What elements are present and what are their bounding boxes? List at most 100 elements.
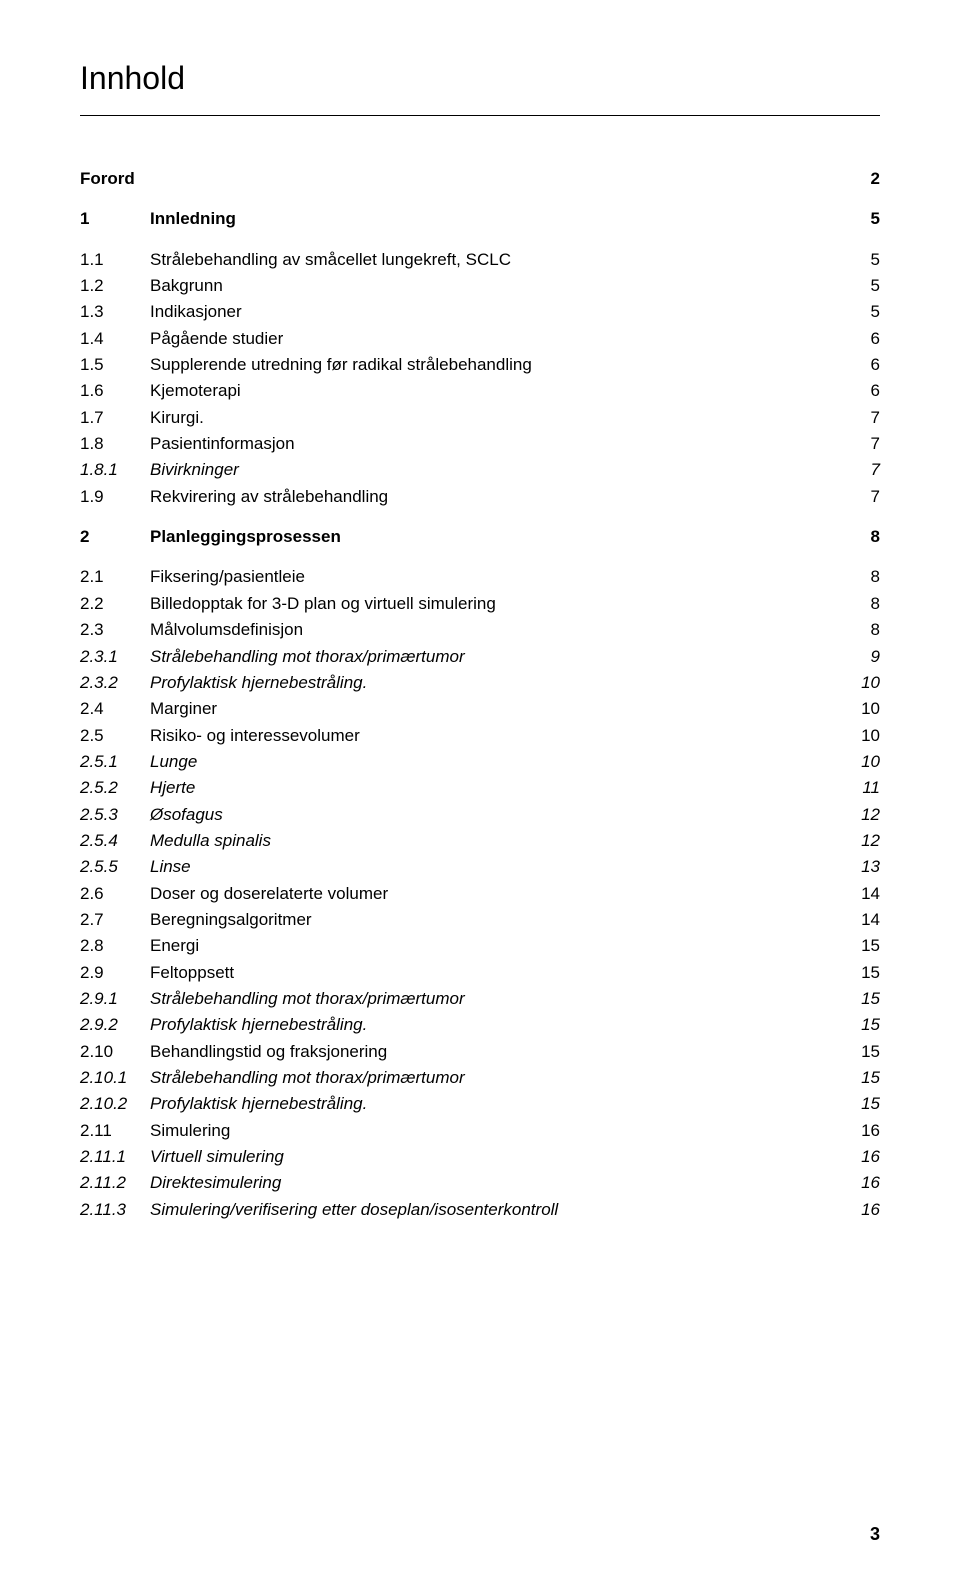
toc-number: 2.3 [80,617,150,643]
toc-row: 2.11Simulering16 [80,1118,880,1144]
toc-row: 2.1Fiksering/pasientleie8 [80,564,880,590]
toc-number: 2.5.3 [80,802,150,828]
toc-row: 2.3.1Strålebehandling mot thorax/primært… [80,644,880,670]
toc-page: 11 [840,775,880,801]
toc-number: 2.1 [80,564,150,590]
toc-row: 2.5.4Medulla spinalis12 [80,828,880,854]
toc-page: 6 [840,352,880,378]
toc-page: 7 [840,484,880,510]
toc-title: Øsofagus [150,802,840,828]
toc-title: Pasientinformasjon [150,431,840,457]
toc-page: 12 [840,802,880,828]
toc-title: Virtuell simulering [150,1144,840,1170]
title-rule [80,115,880,116]
toc-row: 1.9Rekvirering av strålebehandling7 [80,484,880,510]
toc-row: 1Innledning5 [80,206,880,232]
toc-page: 15 [840,933,880,959]
toc-page: 5 [840,206,880,232]
toc-page: 12 [840,828,880,854]
toc-number: 1.3 [80,299,150,325]
toc-number: 1.9 [80,484,150,510]
toc-number: 2.9.1 [80,986,150,1012]
toc-page: 16 [840,1197,880,1223]
toc-row: 2.10.2Profylaktisk hjernebestråling.15 [80,1091,880,1117]
toc-title: Direktesimulering [150,1170,840,1196]
table-of-contents: Forord2 1Innledning5 1.1Strålebehandling a… [80,166,880,1223]
toc-title: Energi [150,933,840,959]
toc-title: Hjerte [150,775,840,801]
toc-row: 2.5.2Hjerte11 [80,775,880,801]
toc-page: 8 [840,591,880,617]
toc-number: 2.5.2 [80,775,150,801]
toc-number: 1.5 [80,352,150,378]
toc-title: Supplerende utredning før radikal stråle… [150,352,840,378]
toc-title: Fiksering/pasientleie [150,564,840,590]
toc-number: 2.5 [80,723,150,749]
toc-page: 5 [840,247,880,273]
toc-row: 1.7Kirurgi.7 [80,405,880,431]
toc-title: Strålebehandling mot thorax/primærtumor [150,644,840,670]
toc-page: 10 [840,723,880,749]
toc-row: 2.5.3Øsofagus12 [80,802,880,828]
toc-row: 2.9Feltoppsett15 [80,960,880,986]
toc-number: 2.7 [80,907,150,933]
toc-number: 2.5.1 [80,749,150,775]
toc-row: 2.10Behandlingstid og fraksjonering15 [80,1039,880,1065]
toc-title: Medulla spinalis [150,828,840,854]
toc-page: 15 [840,1091,880,1117]
toc-number: 2.3.2 [80,670,150,696]
toc-row: 1.5Supplerende utredning før radikal str… [80,352,880,378]
toc-number: 2.10.2 [80,1091,150,1117]
toc-title: Bakgrunn [150,273,840,299]
toc-row: 2.6Doser og doserelaterte volumer14 [80,881,880,907]
toc-number: 1.8 [80,431,150,457]
toc-title: Linse [150,854,840,880]
toc-gap [80,550,880,564]
toc-row: 1.8Pasientinformasjon7 [80,431,880,457]
toc-page: 2 [840,166,880,192]
toc-row: Forord2 [80,166,880,192]
toc-page: 10 [840,696,880,722]
toc-page: 14 [840,881,880,907]
toc-page: 16 [840,1170,880,1196]
toc-number: 2.3.1 [80,644,150,670]
page-title: Innhold [80,60,880,97]
page-number: 3 [870,1524,880,1545]
toc-page: 5 [840,299,880,325]
toc-row: 2Planleggingsprosessen8 [80,524,880,550]
toc-number: 2.11.2 [80,1170,150,1196]
toc-row: 2.3Målvolumsdefinisjon8 [80,617,880,643]
toc-page: 15 [840,960,880,986]
toc-row: 2.7Beregningsalgoritmer14 [80,907,880,933]
toc-title: Målvolumsdefinisjon [150,617,840,643]
toc-number: 2.5.4 [80,828,150,854]
toc-title: Strålebehandling mot thorax/primærtumor [150,986,840,1012]
toc-title: Simulering [150,1118,840,1144]
toc-number: 2.11 [80,1118,150,1144]
toc-gap [80,233,880,247]
toc-page: 7 [840,431,880,457]
toc-row: 2.5Risiko- og interessevolumer10 [80,723,880,749]
toc-page: 6 [840,326,880,352]
toc-page: 15 [840,986,880,1012]
toc-number: 1 [80,206,150,232]
toc-row: 1.4Pågående studier6 [80,326,880,352]
toc-row: 1.1Strålebehandling av småcellet lungekr… [80,247,880,273]
toc-page: 7 [840,457,880,483]
toc-row: 1.8.1Bivirkninger7 [80,457,880,483]
toc-page: 5 [840,273,880,299]
toc-row: 2.11.1Virtuell simulering16 [80,1144,880,1170]
toc-number: 1.1 [80,247,150,273]
toc-page: 7 [840,405,880,431]
toc-page: 13 [840,854,880,880]
toc-row: 2.5.5Linse13 [80,854,880,880]
toc-number: 2.4 [80,696,150,722]
toc-title: Planleggingsprosessen [150,524,840,550]
toc-row: 2.4Marginer10 [80,696,880,722]
toc-number: 2.9.2 [80,1012,150,1038]
toc-row: 2.8Energi15 [80,933,880,959]
toc-title: Rekvirering av strålebehandling [150,484,840,510]
toc-title: Feltoppsett [150,960,840,986]
toc-number: 2.6 [80,881,150,907]
toc-page: 8 [840,564,880,590]
